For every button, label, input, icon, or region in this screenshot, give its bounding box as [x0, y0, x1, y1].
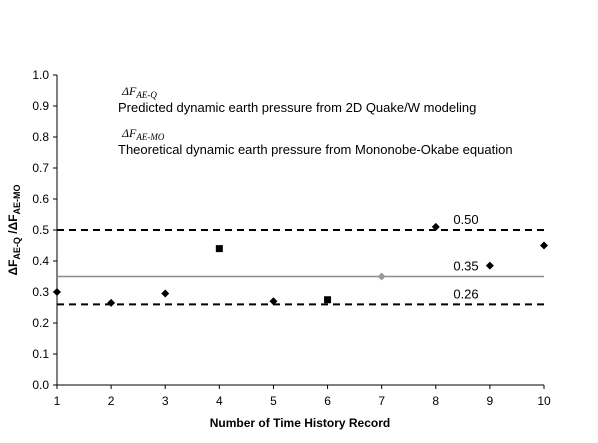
x-tick-label: 3 — [162, 394, 169, 408]
x-tick-label: 8 — [432, 394, 439, 408]
data-point-diamond — [540, 241, 548, 250]
y-tick-label: 0.1 — [32, 347, 49, 361]
x-tick-label: 10 — [537, 394, 551, 408]
reference-label: 0.35 — [453, 259, 478, 274]
y-label-denom: ΔF — [6, 214, 20, 230]
reference-lines: 0.50 0.35 0.26 — [57, 212, 544, 306]
y-tick-label: 0.4 — [32, 254, 49, 268]
reference-label: 0.26 — [453, 286, 478, 301]
x-tick-label: 9 — [487, 394, 494, 408]
x-tick-label: 1 — [54, 394, 61, 408]
x-tick-label: 7 — [378, 394, 385, 408]
x-tick-label: 4 — [216, 394, 223, 408]
y-label-main: ΔF — [6, 260, 20, 276]
legend-symbol: ΔFAE-Q — [121, 84, 157, 100]
y-label-denom-sub: AE-MO — [12, 184, 22, 214]
legend-description: Predicted dynamic earth pressure from 2D… — [118, 100, 476, 115]
data-point-diamond — [53, 288, 61, 296]
y-label-separator: / — [6, 230, 20, 237]
y-tick-label: 0.2 — [32, 316, 49, 330]
y-tick-label: 1.0 — [32, 68, 49, 82]
y-tick-label: 0.8 — [32, 130, 49, 144]
svg-text:ΔFAE-Q /ΔFAE-MO: ΔFAE-Q /ΔFAE-MO — [6, 184, 22, 275]
data-point-diamond — [269, 297, 278, 306]
data-point-diamond — [377, 272, 386, 281]
y-axis-title: ΔFAE-Q /ΔFAE-MO — [6, 184, 22, 275]
legend-description: Theoretical dynamic earth pressure from … — [118, 142, 513, 157]
x-tick-label: 2 — [108, 394, 115, 408]
data-point-diamond — [161, 289, 170, 298]
y-tick-label: 0.7 — [32, 161, 49, 175]
reference-label: 0.50 — [453, 212, 478, 227]
y-tick-label: 0.0 — [32, 378, 49, 392]
x-axis-title: Number of Time History Record — [210, 416, 390, 430]
data-point-diamond — [107, 298, 116, 307]
x-tick-label: 5 — [270, 394, 277, 408]
y-tick-label: 0.5 — [32, 223, 49, 237]
data-points — [53, 222, 548, 307]
data-point-diamond — [431, 222, 440, 231]
data-point-square — [324, 296, 332, 304]
x-tick-label: 6 — [324, 394, 331, 408]
data-point-diamond — [485, 261, 494, 270]
y-tick-label: 0.9 — [32, 99, 49, 113]
axes: 0.0 0.1 0.2 0.3 0.4 0.5 0.6 0.7 0.8 0.9 1.0 1 2 3 4 5 6 7… — [32, 68, 551, 408]
y-tick-label: 0.6 — [32, 192, 49, 206]
legend-symbol: ΔFAE-MO — [121, 126, 165, 142]
data-point-square — [215, 245, 223, 253]
y-tick-label: 0.3 — [32, 285, 49, 299]
y-label-main-sub: AE-Q — [12, 237, 22, 260]
